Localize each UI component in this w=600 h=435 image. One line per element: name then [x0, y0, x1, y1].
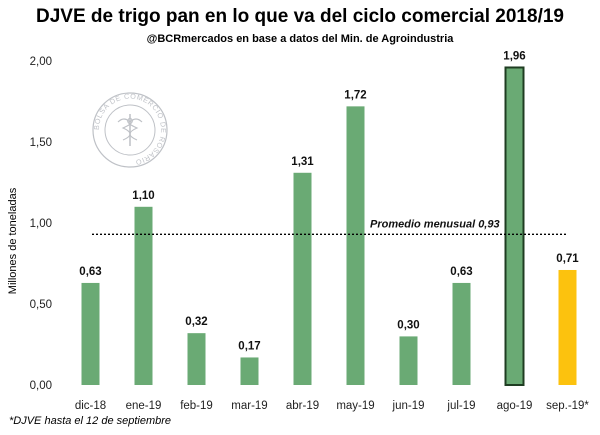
y-tick-label: 1,50 — [30, 137, 52, 149]
average-label: Promedio menusual 0,93 — [370, 218, 500, 230]
chart-title: DJVE de trigo pan en lo que va del ciclo… — [36, 6, 564, 27]
y-axis-ticks: 0,00 0,50 1,00 1,50 2,00 — [30, 56, 52, 392]
watermark-seal: BOLSA DE COMERCIO DE ROSARIO — [92, 92, 168, 168]
data-label: 0,32 — [185, 316, 207, 328]
bar-ago19 — [504, 66, 525, 386]
average-line-group: Promedio menusual 0,93 — [92, 218, 566, 236]
footnote: *DJVE hasta el 12 de septiembre — [9, 415, 172, 427]
data-label: 1,31 — [291, 156, 314, 168]
x-tick-label: jun-19 — [392, 400, 425, 412]
data-label: 0,30 — [397, 319, 419, 331]
x-tick-label: may-19 — [336, 400, 374, 412]
x-tick-label: dic-18 — [75, 400, 106, 412]
y-tick-label: 0,00 — [30, 380, 52, 392]
data-label: 0,17 — [238, 340, 260, 352]
x-tick-label: ago-19 — [497, 400, 533, 412]
bar-sep19 — [558, 269, 577, 385]
bar-dic18 — [81, 282, 100, 385]
data-label: 1,96 — [503, 50, 525, 62]
x-tick-label: ene-19 — [126, 400, 162, 412]
data-label: 1,10 — [132, 190, 154, 202]
y-tick-label: 2,00 — [30, 56, 52, 68]
x-axis-labels: dic-18 ene-19 feb-19 mar-19 abr-19 may-19 jun-… — [75, 400, 590, 412]
bar-jul19 — [452, 282, 471, 385]
y-tick-label: 1,00 — [30, 218, 52, 230]
data-label: 1,72 — [344, 89, 366, 101]
data-label: 0,71 — [556, 253, 579, 265]
bars: 0,63 1,10 0,32 0,17 1,31 1,72 0,30 0,63 1,96 0,71 — [79, 50, 579, 386]
bar-may19 — [346, 106, 365, 386]
x-tick-label: abr-19 — [286, 400, 319, 412]
data-label: 0,63 — [450, 266, 472, 278]
data-label: 0,63 — [79, 266, 101, 278]
bar-ene19 — [134, 206, 153, 385]
x-tick-label: feb-19 — [180, 400, 213, 412]
bar-feb19 — [187, 333, 206, 385]
chart-subtitle: @BCRmercados en base a datos del Min. de… — [146, 33, 454, 45]
x-tick-label: sep.-19* — [546, 400, 589, 412]
bar-abr19 — [293, 172, 312, 385]
x-tick-label: jul-19 — [446, 400, 475, 412]
y-tick-label: 0,50 — [30, 299, 52, 311]
bar-mar19 — [240, 357, 259, 385]
bar-jun19 — [399, 336, 418, 385]
x-tick-label: mar-19 — [231, 400, 267, 412]
